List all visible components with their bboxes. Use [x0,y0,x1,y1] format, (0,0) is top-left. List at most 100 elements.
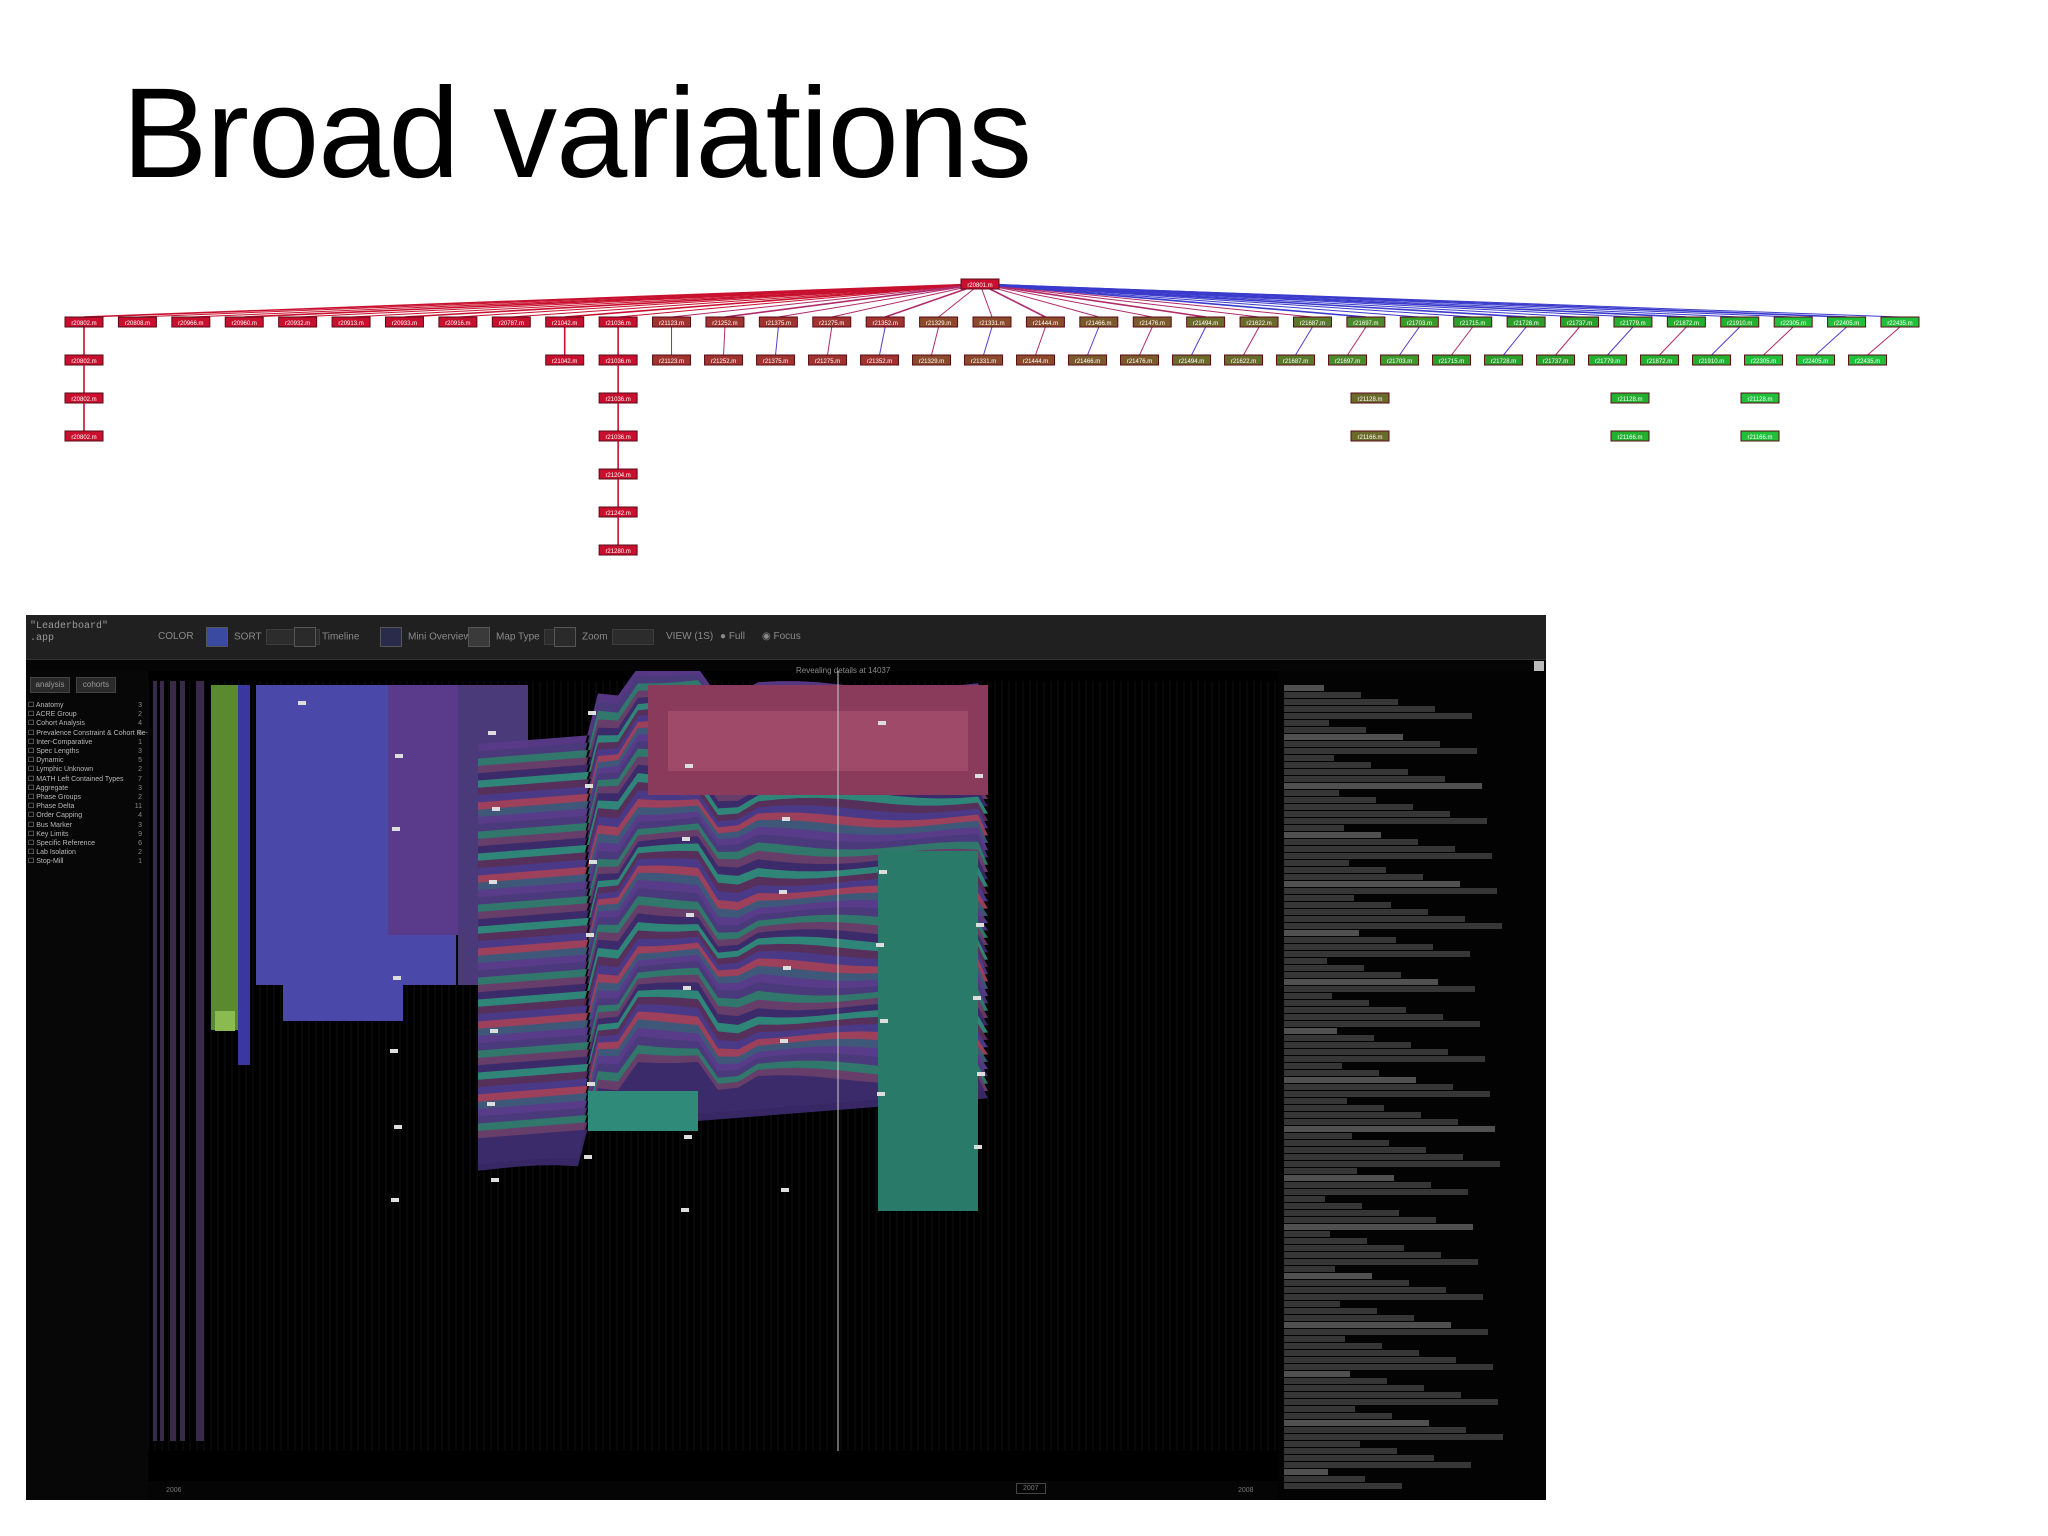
tree-node[interactable]: r21331.m [964,354,1004,366]
tree-node[interactable]: r21779.m [1588,354,1628,366]
tree-node[interactable]: r22405.m [1796,354,1836,366]
category-item[interactable]: ☐ Bus Marker 3 [28,821,146,830]
tree-node[interactable]: r21123.m [652,316,692,328]
category-item[interactable]: ☐ Order Capping 4 [28,811,146,820]
tree-node[interactable]: r21737.m [1536,354,1576,366]
zoom-control[interactable]: Zoom [554,627,654,647]
tree-node[interactable]: r21737.m [1560,316,1600,328]
tree-node[interactable]: r20966.m [171,316,211,328]
tree-node[interactable]: r21444.m [1025,316,1065,328]
category-item[interactable]: ☐ Cohort Analysis 4 [28,719,146,728]
category-item[interactable]: ☐ MATH Left Contained Types 7 [28,775,146,784]
mini-overview-control[interactable]: Mini Overview [380,627,471,647]
tree-node[interactable]: r20932.m [278,316,318,328]
tree-node[interactable]: r21622.m [1239,316,1279,328]
tree-node[interactable]: r21204.m [598,468,638,480]
tree-node[interactable]: r21779.m [1613,316,1653,328]
tree-node[interactable]: r20933.m [384,316,424,328]
tree-node[interactable]: r21910.m [1720,316,1760,328]
tree-node[interactable]: r21123.m [652,354,692,366]
tree-node[interactable]: r21166.m [1350,430,1390,442]
tree-node[interactable]: r21728.m [1484,354,1524,366]
tree-node[interactable]: r21715.m [1432,354,1472,366]
tab-cohorts[interactable]: cohorts [76,677,116,693]
category-item[interactable]: ☐ Prevalence Constraint & Cohort Re-slic… [28,729,162,738]
tree-node[interactable]: r21042.m [545,316,585,328]
tree-node[interactable]: r20913.m [331,316,371,328]
category-item[interactable]: ☐ Key Limits 9 [28,830,146,839]
category-item[interactable]: ☐ Lymphic Unknown 2 [28,765,146,774]
tree-node[interactable]: r21036.m [598,316,638,328]
category-item[interactable]: ☐ Spec Lengths 3 [28,747,146,756]
tree-node[interactable]: r21166.m [1610,430,1650,442]
tree-node[interactable]: r21036.m [598,430,638,442]
tree-node[interactable]: r21476.m [1120,354,1160,366]
tree-node[interactable]: r21252.m [705,316,745,328]
category-item[interactable]: ☐ ACRE Group 2 [28,710,146,719]
tree-node[interactable]: r21687.m [1292,316,1332,328]
timeline-control[interactable]: Timeline [294,627,359,647]
tree-node[interactable]: r22305.m [1744,354,1784,366]
tree-node[interactable]: r20808.m [117,316,157,328]
tree-node[interactable]: r21352.m [865,316,905,328]
category-item[interactable]: ☐ Phase Groups 2 [28,793,146,802]
view-radio-full[interactable]: ● Full [720,631,745,642]
tree-node[interactable]: r21329.m [912,354,952,366]
tree-node[interactable]: r21166.m [1740,430,1780,442]
tree-node[interactable]: r22305.m [1773,316,1813,328]
history-flow-visualization[interactable] [148,671,1278,1481]
category-item[interactable]: ☐ Anatomy 3 [28,701,146,710]
tree-node[interactable]: r21128.m [1610,392,1650,404]
tree-node[interactable]: r21036.m [598,354,638,366]
tree-node[interactable]: r21275.m [812,316,852,328]
tree-node[interactable]: r21494.m [1186,316,1226,328]
category-item[interactable]: ☐ Inter-Comparative 1 [28,738,146,747]
tree-node[interactable]: r21242.m [598,506,638,518]
tree-node[interactable]: r21715.m [1453,316,1493,328]
category-item[interactable]: ☐ Specific Reference 6 [28,839,146,848]
tree-node[interactable]: r21687.m [1276,354,1316,366]
tree-node[interactable]: r21042.m [545,354,585,366]
tree-node[interactable]: r21697.m [1328,354,1368,366]
tree-node[interactable]: r21329.m [919,316,959,328]
tree-node[interactable]: r21622.m [1224,354,1264,366]
category-item[interactable]: ☐ Aggregate 3 [28,784,146,793]
tree-node[interactable]: r21494.m [1172,354,1212,366]
tree-node[interactable]: r21466.m [1068,354,1108,366]
tree-node[interactable]: r21352.m [860,354,900,366]
tree-node[interactable]: r21036.m [598,392,638,404]
timeline-marker[interactable]: 2007 [1016,1483,1046,1494]
tree-node[interactable]: r21375.m [756,354,796,366]
tree-node[interactable]: r21444.m [1016,354,1056,366]
tree-node[interactable]: r21697.m [1346,316,1386,328]
scrollbar-thumb[interactable] [1534,661,1544,675]
tree-node[interactable]: r21728.m [1506,316,1546,328]
category-item[interactable]: ☐ Lab Isolation 2 [28,848,146,857]
tree-node[interactable]: r21872.m [1666,316,1706,328]
tree-node[interactable]: r21872.m [1640,354,1680,366]
tree-node[interactable]: r20802.m [64,430,104,442]
tree-node[interactable]: r20960.m [224,316,264,328]
tree-node[interactable]: r20802.m [64,392,104,404]
tree-node[interactable]: r21910.m [1692,354,1732,366]
category-item[interactable]: ☐ Dynamic 5 [28,756,146,765]
tree-node[interactable]: r21128.m [1740,392,1780,404]
tree-node[interactable]: r21252.m [704,354,744,366]
view-radio-focus[interactable]: ◉ Focus [762,631,801,642]
tree-node[interactable]: r22435.m [1880,316,1920,328]
tab-analysis[interactable]: analysis [30,677,70,693]
tree-node[interactable]: r21703.m [1380,354,1420,366]
tree-node[interactable]: r22405.m [1827,316,1867,328]
tree-node[interactable]: r21331.m [972,316,1012,328]
tree-node[interactable]: r22435.m [1848,354,1888,366]
category-item[interactable]: ☐ Phase Delta 11 [28,802,146,811]
tree-node[interactable]: r21375.m [758,316,798,328]
tree-node[interactable]: r20916.m [438,316,478,328]
tree-node[interactable]: r21128.m [1350,392,1390,404]
tree-node[interactable]: r21466.m [1079,316,1119,328]
tree-node[interactable]: r20801.m [960,278,1000,290]
tree-node[interactable]: r21280.m [598,544,638,556]
tree-node[interactable]: r20802.m [64,354,104,366]
category-item[interactable]: ☐ Stop-Mill 1 [28,857,146,866]
tree-node[interactable]: r21703.m [1399,316,1439,328]
